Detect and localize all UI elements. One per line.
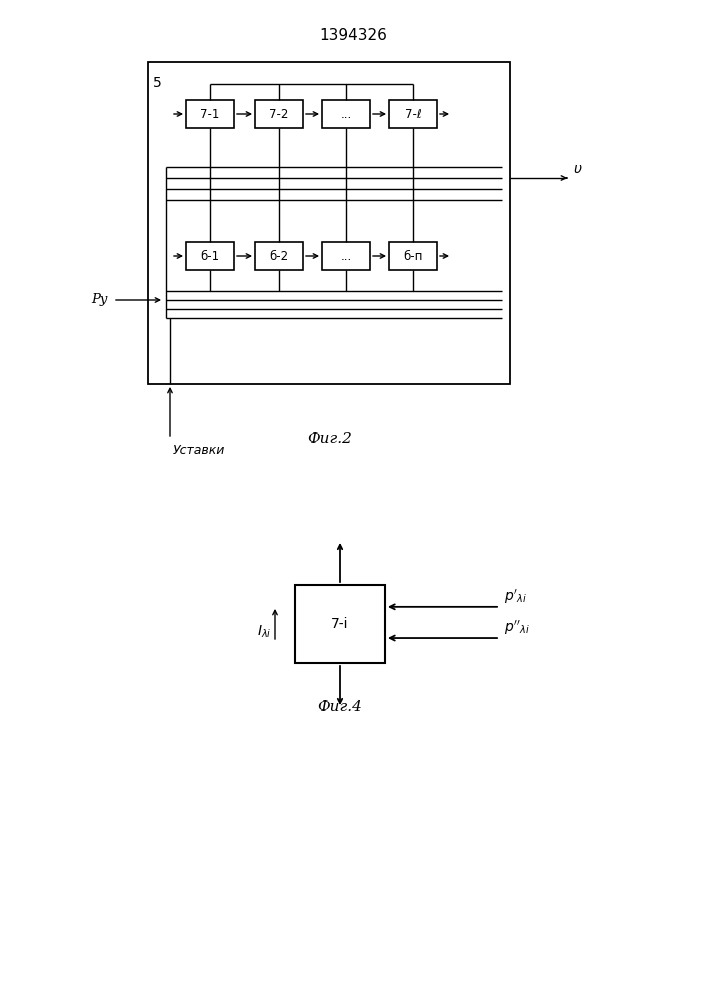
Text: $p''_{\lambda i}$: $p''_{\lambda i}$	[504, 619, 530, 637]
Text: Фиг.4: Фиг.4	[317, 700, 363, 714]
Text: Фиг.2: Фиг.2	[308, 432, 352, 446]
Bar	[389, 100, 437, 128]
Text: 7-2: 7-2	[269, 107, 288, 120]
Bar	[255, 242, 303, 270]
Bar	[186, 100, 234, 128]
Bar	[255, 100, 303, 128]
Text: ...: ...	[340, 249, 351, 262]
Text: $p'_{\lambda i}$: $p'_{\lambda i}$	[504, 588, 527, 606]
Text: Ру: Ру	[91, 294, 108, 306]
Text: ...: ...	[340, 107, 351, 120]
Bar	[186, 242, 234, 270]
Text: б-1: б-1	[201, 249, 220, 262]
Text: υ: υ	[573, 162, 581, 176]
Text: б-п: б-п	[403, 249, 423, 262]
Bar	[389, 242, 437, 270]
Bar	[148, 62, 510, 384]
Text: 7-1: 7-1	[200, 107, 220, 120]
Bar	[322, 100, 370, 128]
Text: 7-i: 7-i	[332, 617, 349, 631]
Bar	[295, 585, 385, 663]
Bar	[322, 242, 370, 270]
Text: б-2: б-2	[269, 249, 288, 262]
Text: Уставки: Уставки	[173, 444, 226, 457]
Text: $I_{\lambda i}$: $I_{\lambda i}$	[257, 624, 271, 640]
Text: 5: 5	[153, 76, 162, 90]
Text: 7-ℓ: 7-ℓ	[404, 107, 421, 120]
Text: 1394326: 1394326	[319, 28, 387, 43]
